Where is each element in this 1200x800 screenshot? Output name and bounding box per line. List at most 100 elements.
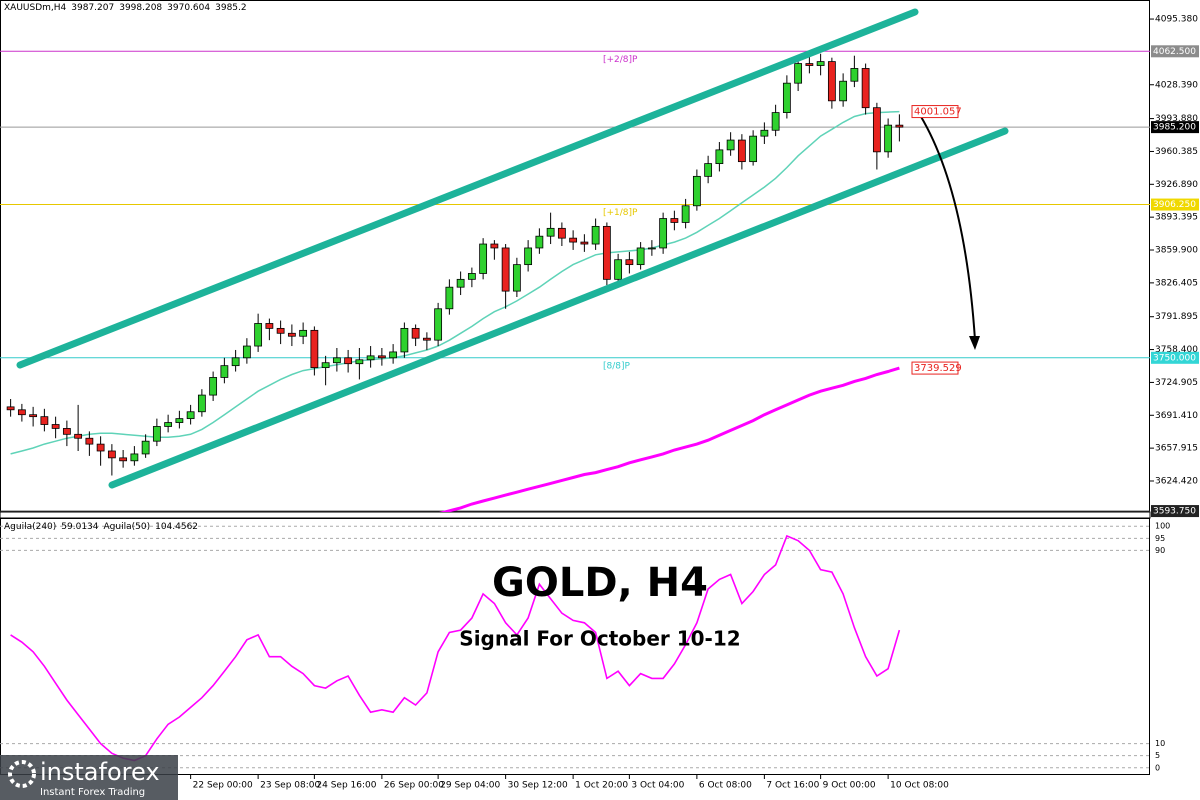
candle-body: [749, 135, 758, 163]
candle-body: [456, 278, 465, 288]
candle-body: [96, 443, 105, 452]
candle-body: [62, 428, 71, 435]
candle-body: [175, 418, 184, 423]
level-label: 3750.000: [1153, 353, 1196, 363]
indicator-line: [10, 534, 901, 762]
x-tick-label: 10 Oct 08:00: [890, 781, 949, 791]
candle-body: [445, 286, 454, 310]
ma-label: 4001.057: [914, 107, 962, 118]
candle-body: [884, 124, 893, 153]
candle-body: [614, 259, 623, 280]
level-box: [1151, 505, 1199, 518]
level-label: 3906.250: [1153, 200, 1196, 210]
y-tick-label: 5: [1155, 751, 1160, 760]
candle-body: [872, 107, 881, 153]
candle-body: [512, 264, 521, 292]
ind-name: Aguila(240): [4, 522, 57, 532]
candle-body: [366, 355, 375, 361]
candle-body: [726, 139, 735, 151]
candle-body: [130, 453, 139, 462]
candle-body: [411, 327, 420, 339]
x-tick-label: 22 Sep 00:00: [193, 781, 253, 791]
y-tick-label: 3926.890: [1155, 180, 1198, 190]
watermark-logo: [8, 760, 36, 788]
candle-body: [29, 414, 38, 418]
candle-body: [400, 327, 409, 353]
x-tick-label: 9 Oct 00:00: [823, 781, 876, 791]
x-tick-label: 26 Sep 00:00: [384, 781, 444, 791]
indicator-plot: [0, 525, 1150, 769]
price-box: [1151, 121, 1199, 134]
candle-body: [670, 218, 679, 223]
watermark: instaforex Instant Forex Trading: [0, 755, 178, 800]
candle-body: [535, 235, 544, 249]
candle-body: [501, 247, 510, 292]
candle-body: [287, 332, 296, 337]
indicator-header: Aguila(240) 59.0134 Aguila(50) 104.4562: [4, 522, 198, 532]
candle-body: [647, 247, 656, 250]
candle-body: [737, 139, 746, 163]
candle-body: [569, 237, 578, 243]
candle-body: [85, 437, 94, 445]
candle-body: [591, 225, 600, 245]
candle-body: [704, 163, 713, 177]
channel: [16, 8, 1009, 489]
candle-body: [321, 362, 330, 369]
ind-value: 104.4562: [155, 522, 199, 532]
candle-body: [760, 129, 769, 137]
x-tick-label: 29 Sep 04:00: [440, 781, 500, 791]
candle-body: [715, 149, 724, 165]
watermark-tagline: Instant Forex Trading: [40, 787, 145, 798]
y-tick-label: 3826.405: [1155, 278, 1198, 288]
candle-body: [422, 337, 431, 341]
indicator-frame: [0, 518, 1150, 775]
overlay-subtitle: Signal For October 10-12: [459, 627, 740, 651]
candle-body: [220, 365, 229, 378]
candle-body: [344, 357, 353, 365]
overlay: GOLD, H4 Signal For October 10-12: [459, 560, 740, 651]
y-tick-label: 100: [1155, 522, 1170, 531]
level-name: [+1/8]P: [603, 208, 638, 218]
candle-body: [74, 433, 83, 439]
overlay-title: GOLD, H4: [492, 560, 708, 606]
candle-body: [209, 377, 218, 396]
moving-average: [439, 366, 900, 512]
watermark-brand: instaforex: [40, 758, 160, 786]
candle-body: [434, 308, 443, 341]
main-plot: [+2/8]P[+1/8]P[8/8]P[7/8]P: [0, 50, 1150, 512]
ma-box: [911, 361, 959, 375]
ma-label: 3739.529: [914, 363, 962, 374]
y-tick-label: 3758.400: [1155, 345, 1198, 355]
y-tick-label: 3993.880: [1155, 114, 1198, 124]
candle-body: [861, 68, 870, 109]
candle-body: [377, 355, 386, 359]
candle-body: [197, 394, 206, 413]
open-value: 3987.207: [71, 3, 115, 13]
candle-body: [479, 243, 488, 274]
ind-name: Aguila(50): [103, 522, 151, 532]
candle-body: [782, 82, 791, 113]
candle-body: [692, 175, 701, 207]
y-tick-label: 3624.420: [1155, 476, 1198, 486]
y-tick-label: 3960.385: [1155, 147, 1198, 157]
low-value: 3970.604: [167, 3, 211, 13]
candle-body: [332, 357, 341, 364]
projection-arrow: [919, 114, 976, 341]
y-tick-label: 3691.410: [1155, 411, 1198, 421]
x-tick-label: 30 Sep 12:00: [508, 781, 568, 791]
y-tick-label: 3791.895: [1155, 312, 1198, 322]
arrow-head: [969, 336, 980, 350]
candle-body: [850, 68, 859, 82]
candle-body: [805, 63, 814, 66]
level-box: [1151, 45, 1199, 58]
level-name: [8/8]P: [603, 361, 631, 371]
candle-body: [636, 247, 645, 266]
candle-body: [254, 323, 263, 347]
level-name: [+2/8]P: [603, 55, 638, 65]
y-tick-label: 95: [1155, 534, 1165, 543]
candle-body: [152, 426, 161, 442]
level-box: [1151, 198, 1199, 211]
x-tick-label: 3 Oct 04:00: [631, 781, 684, 791]
high-value: 3998.208: [119, 3, 163, 13]
candle-body: [6, 406, 15, 411]
